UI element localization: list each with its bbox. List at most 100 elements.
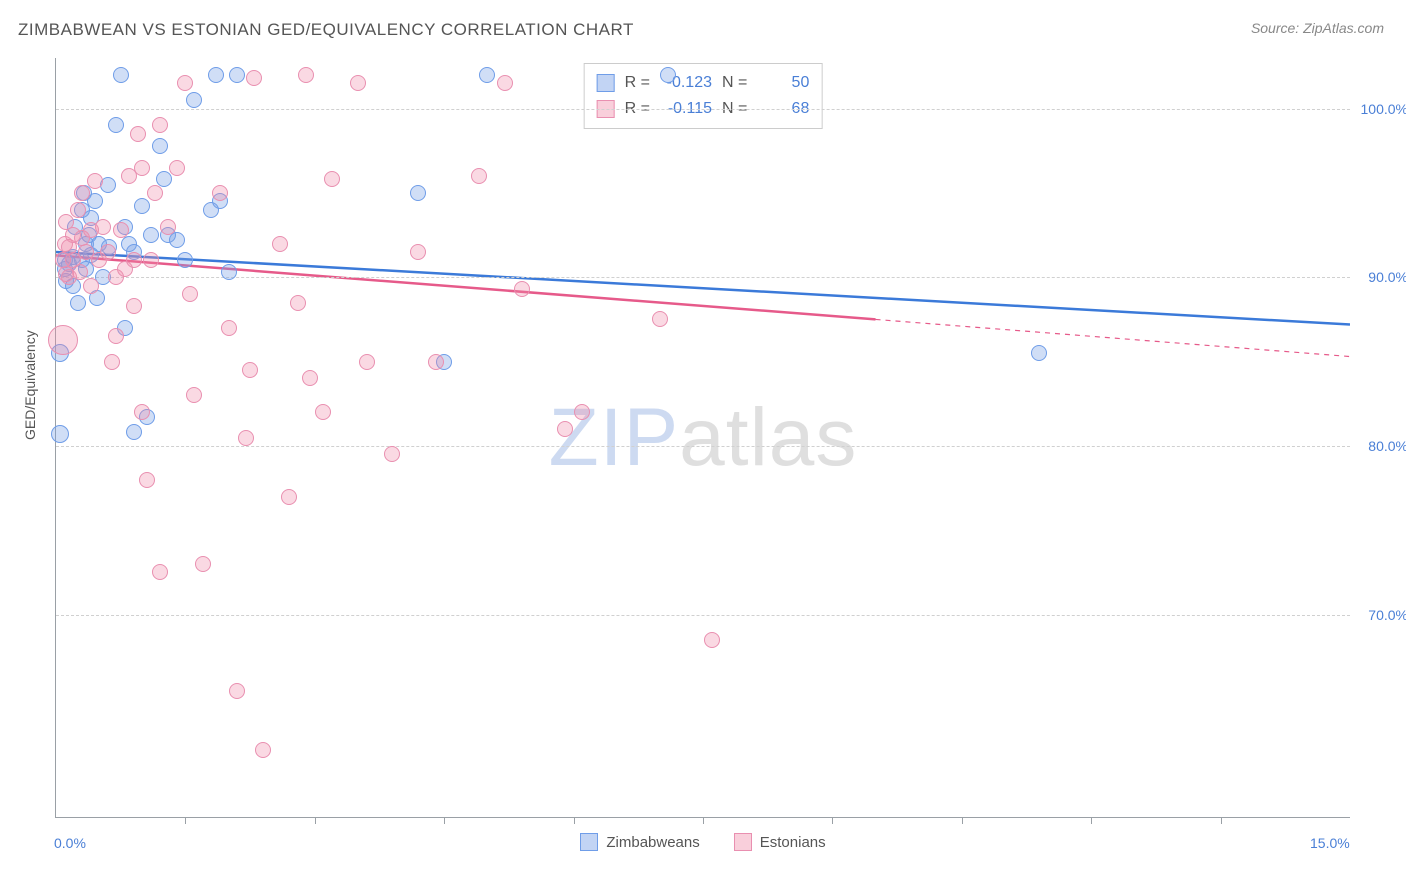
scatter-point (152, 117, 168, 133)
scatter-point (57, 261, 73, 277)
scatter-point (471, 168, 487, 184)
plot-area: ZIPatlas R = -0.123 N = 50 R = -0.115 N … (55, 58, 1350, 818)
scatter-point (410, 244, 426, 260)
scatter-point (91, 252, 107, 268)
scatter-point (281, 489, 297, 505)
n-value: 50 (757, 70, 809, 96)
scatter-point (58, 266, 74, 282)
scatter-point (67, 219, 83, 235)
scatter-point (195, 556, 211, 572)
scatter-point (61, 256, 77, 272)
scatter-point (315, 404, 331, 420)
scatter-point (134, 198, 150, 214)
scatter-point (104, 354, 120, 370)
n-label: N = (722, 70, 747, 96)
r-label: R = (625, 70, 650, 96)
scatter-point (78, 236, 94, 252)
scatter-point (143, 227, 159, 243)
stat-legend-row: R = -0.123 N = 50 (597, 70, 810, 96)
scatter-point (89, 290, 105, 306)
scatter-point (221, 320, 237, 336)
scatter-point (48, 325, 78, 355)
legend-label: Zimbabweans (606, 834, 699, 851)
x-tick (1091, 817, 1092, 824)
scatter-point (51, 344, 69, 362)
x-tick (444, 817, 445, 824)
scatter-point (169, 160, 185, 176)
scatter-point (139, 409, 155, 425)
scatter-point (229, 67, 245, 83)
x-tick (832, 817, 833, 824)
scatter-point (87, 173, 103, 189)
scatter-point (83, 210, 99, 226)
y-tick-label: 80.0% (1356, 438, 1406, 454)
scatter-point (76, 185, 92, 201)
scatter-point (130, 126, 146, 142)
scatter-point (65, 249, 81, 265)
scatter-point (1031, 345, 1047, 361)
scatter-point (384, 446, 400, 462)
watermark-suffix: atlas (679, 392, 857, 483)
scatter-point (113, 67, 129, 83)
y-tick-label: 100.0% (1356, 101, 1406, 117)
scatter-point (497, 75, 513, 91)
watermark-ip: IP (600, 392, 679, 483)
scatter-point (70, 202, 86, 218)
scatter-point (208, 67, 224, 83)
scatter-point (160, 227, 176, 243)
legend-label: Estonians (760, 834, 826, 851)
scatter-point (574, 404, 590, 420)
scatter-point (113, 222, 129, 238)
scatter-point (51, 425, 69, 443)
watermark-z: Z (549, 392, 600, 483)
gridline (56, 277, 1350, 278)
x-tick (962, 817, 963, 824)
legend-swatch-icon (597, 74, 615, 92)
chart-container: ZIMBABWEAN VS ESTONIAN GED/EQUIVALENCY C… (0, 0, 1406, 892)
scatter-point (229, 683, 245, 699)
scatter-point (58, 273, 74, 289)
scatter-point (704, 632, 720, 648)
scatter-point (212, 193, 228, 209)
scatter-point (246, 70, 262, 86)
scatter-point (177, 75, 193, 91)
scatter-point (436, 354, 452, 370)
scatter-point (238, 430, 254, 446)
scatter-point (58, 214, 74, 230)
bottom-legend: Zimbabweans Estonians (56, 833, 1350, 851)
scatter-point (65, 278, 81, 294)
scatter-point (83, 247, 99, 263)
scatter-point (428, 354, 444, 370)
scatter-point (74, 230, 90, 246)
scatter-point (74, 202, 90, 218)
scatter-point (479, 67, 495, 83)
scatter-point (359, 354, 375, 370)
scatter-point (83, 222, 99, 238)
scatter-point (298, 67, 314, 83)
y-tick-label: 70.0% (1356, 607, 1406, 623)
scatter-point (74, 252, 90, 268)
gridline (56, 109, 1350, 110)
scatter-point (410, 185, 426, 201)
scatter-point (350, 75, 366, 91)
scatter-point (117, 320, 133, 336)
scatter-point (272, 236, 288, 252)
scatter-point (139, 472, 155, 488)
regression-lines (56, 58, 1350, 817)
scatter-point (81, 227, 97, 243)
scatter-point (203, 202, 219, 218)
scatter-point (121, 168, 137, 184)
scatter-point (108, 328, 124, 344)
legend-item: Estonians (734, 833, 826, 851)
gridline (56, 615, 1350, 616)
r-value: -0.123 (660, 70, 712, 96)
scatter-point (87, 193, 103, 209)
legend-swatch-icon (734, 833, 752, 851)
chart-title: ZIMBABWEAN VS ESTONIAN GED/EQUIVALENCY C… (18, 20, 634, 40)
scatter-point (126, 244, 142, 260)
scatter-point (121, 236, 137, 252)
scatter-point (514, 281, 530, 297)
scatter-point (324, 171, 340, 187)
scatter-point (74, 185, 90, 201)
scatter-point (152, 138, 168, 154)
